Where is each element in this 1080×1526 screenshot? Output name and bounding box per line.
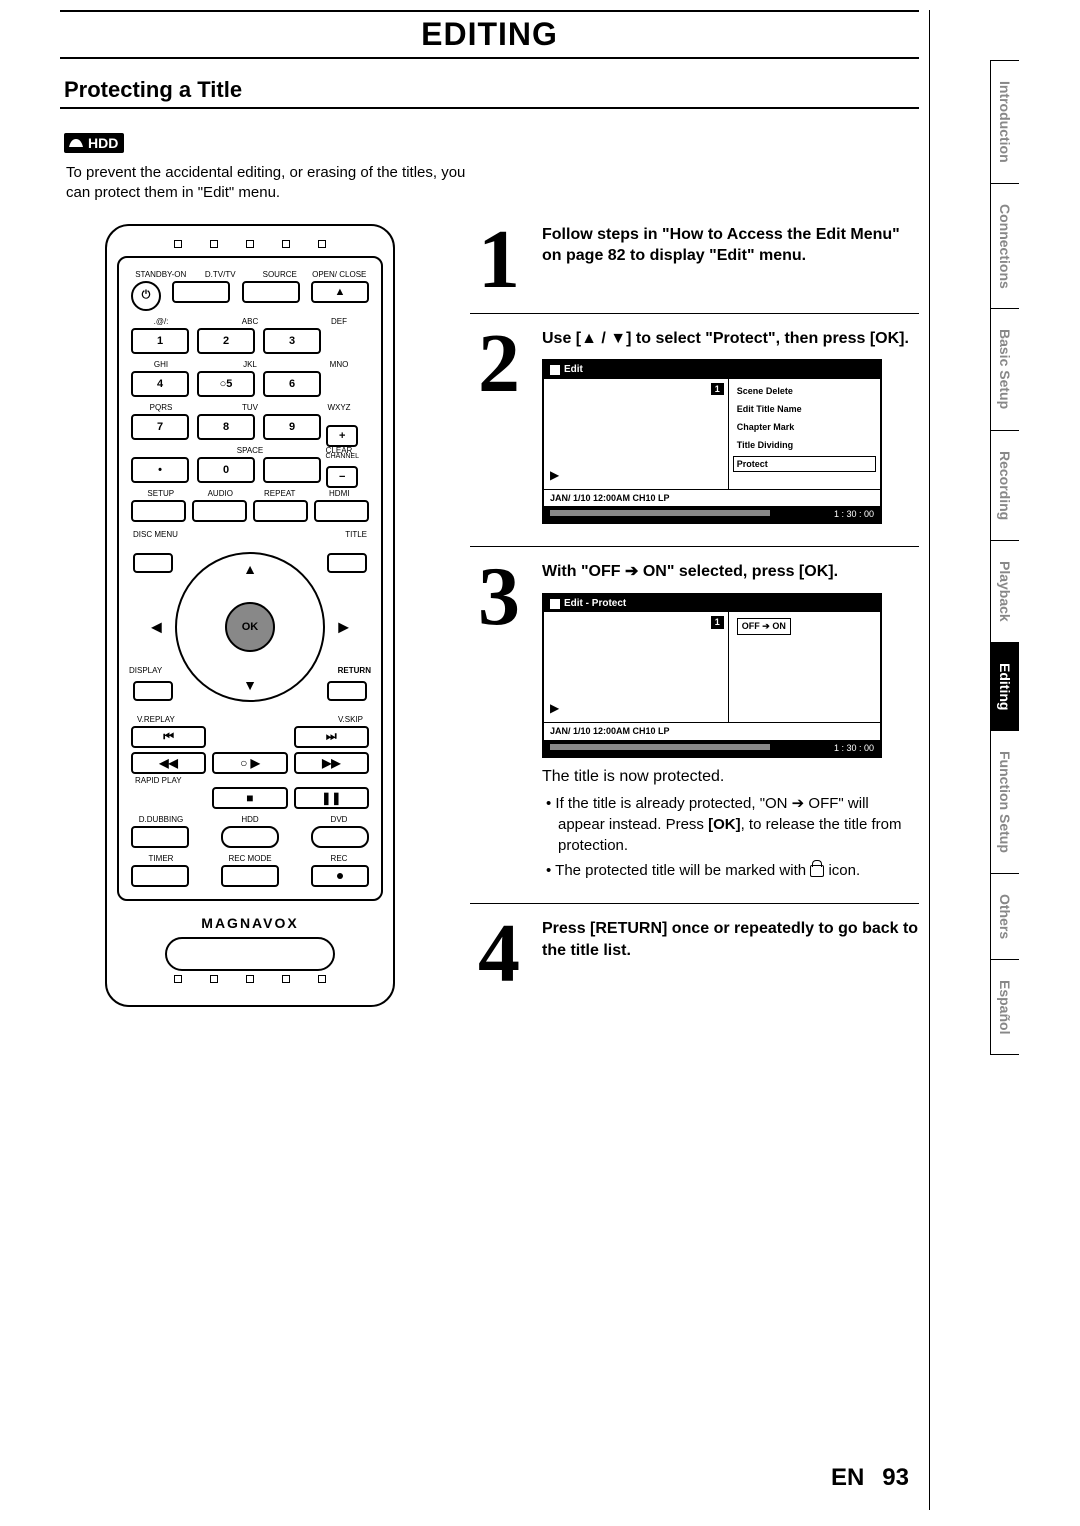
ok-button: OK [225,602,275,652]
side-tab-introduction: Introduction [990,60,1019,183]
osd-protect-menu: Edit - Protect 1 ▶ OFF ➔ ON JAN/ 1/10 12… [542,593,882,758]
side-tab-recording: Recording [990,430,1019,540]
section-title: Protecting a Title [64,77,919,103]
side-tab-editing: Editing [990,642,1019,730]
side-tab-others: Others [990,873,1019,959]
side-tab-playback: Playback [990,540,1019,642]
intro-text: To prevent the accidental editing, or er… [66,163,486,204]
side-tab-connections: Connections [990,183,1019,309]
remote-control-illustration: STANDBY-OND.TV/TVSOURCEOPEN/ CLOSE ⏻ ▲ .… [105,224,395,1007]
brand-logo: MAGNAVOX [117,915,383,931]
step-1: 1 Follow steps in "How to Access the Edi… [470,224,919,295]
osd-edit-menu: Edit 1 ▶ Scene Delete Edit Title Name Ch… [542,359,882,524]
source-button [242,281,300,303]
step-4: 4 Press [RETURN] once or repeatedly to g… [470,918,919,989]
step-2: 2 Use [▲ / ▼] to select "Protect", then … [470,328,919,528]
step-3: 3 With "OFF ➔ ON" selected, press [OK]. … [470,561,919,885]
dtv-button [172,281,230,303]
dpad: DISPLAY RETURN ▲ ▼ ◀ ▶ OK [127,547,373,707]
side-tabs: IntroductionConnectionsBasic SetupRecord… [990,60,1080,1055]
standby-button: ⏻ [131,281,161,311]
lock-icon [810,865,824,877]
page-header: EDITING [60,16,919,53]
hdd-badge: HDD [64,133,124,153]
page-number: EN93 [831,1464,909,1492]
open-close-button: ▲ [311,281,369,303]
side-tab-español: Español [990,959,1019,1055]
side-tab-basic-setup: Basic Setup [990,308,1019,429]
side-tab-function-setup: Function Setup [990,730,1019,873]
